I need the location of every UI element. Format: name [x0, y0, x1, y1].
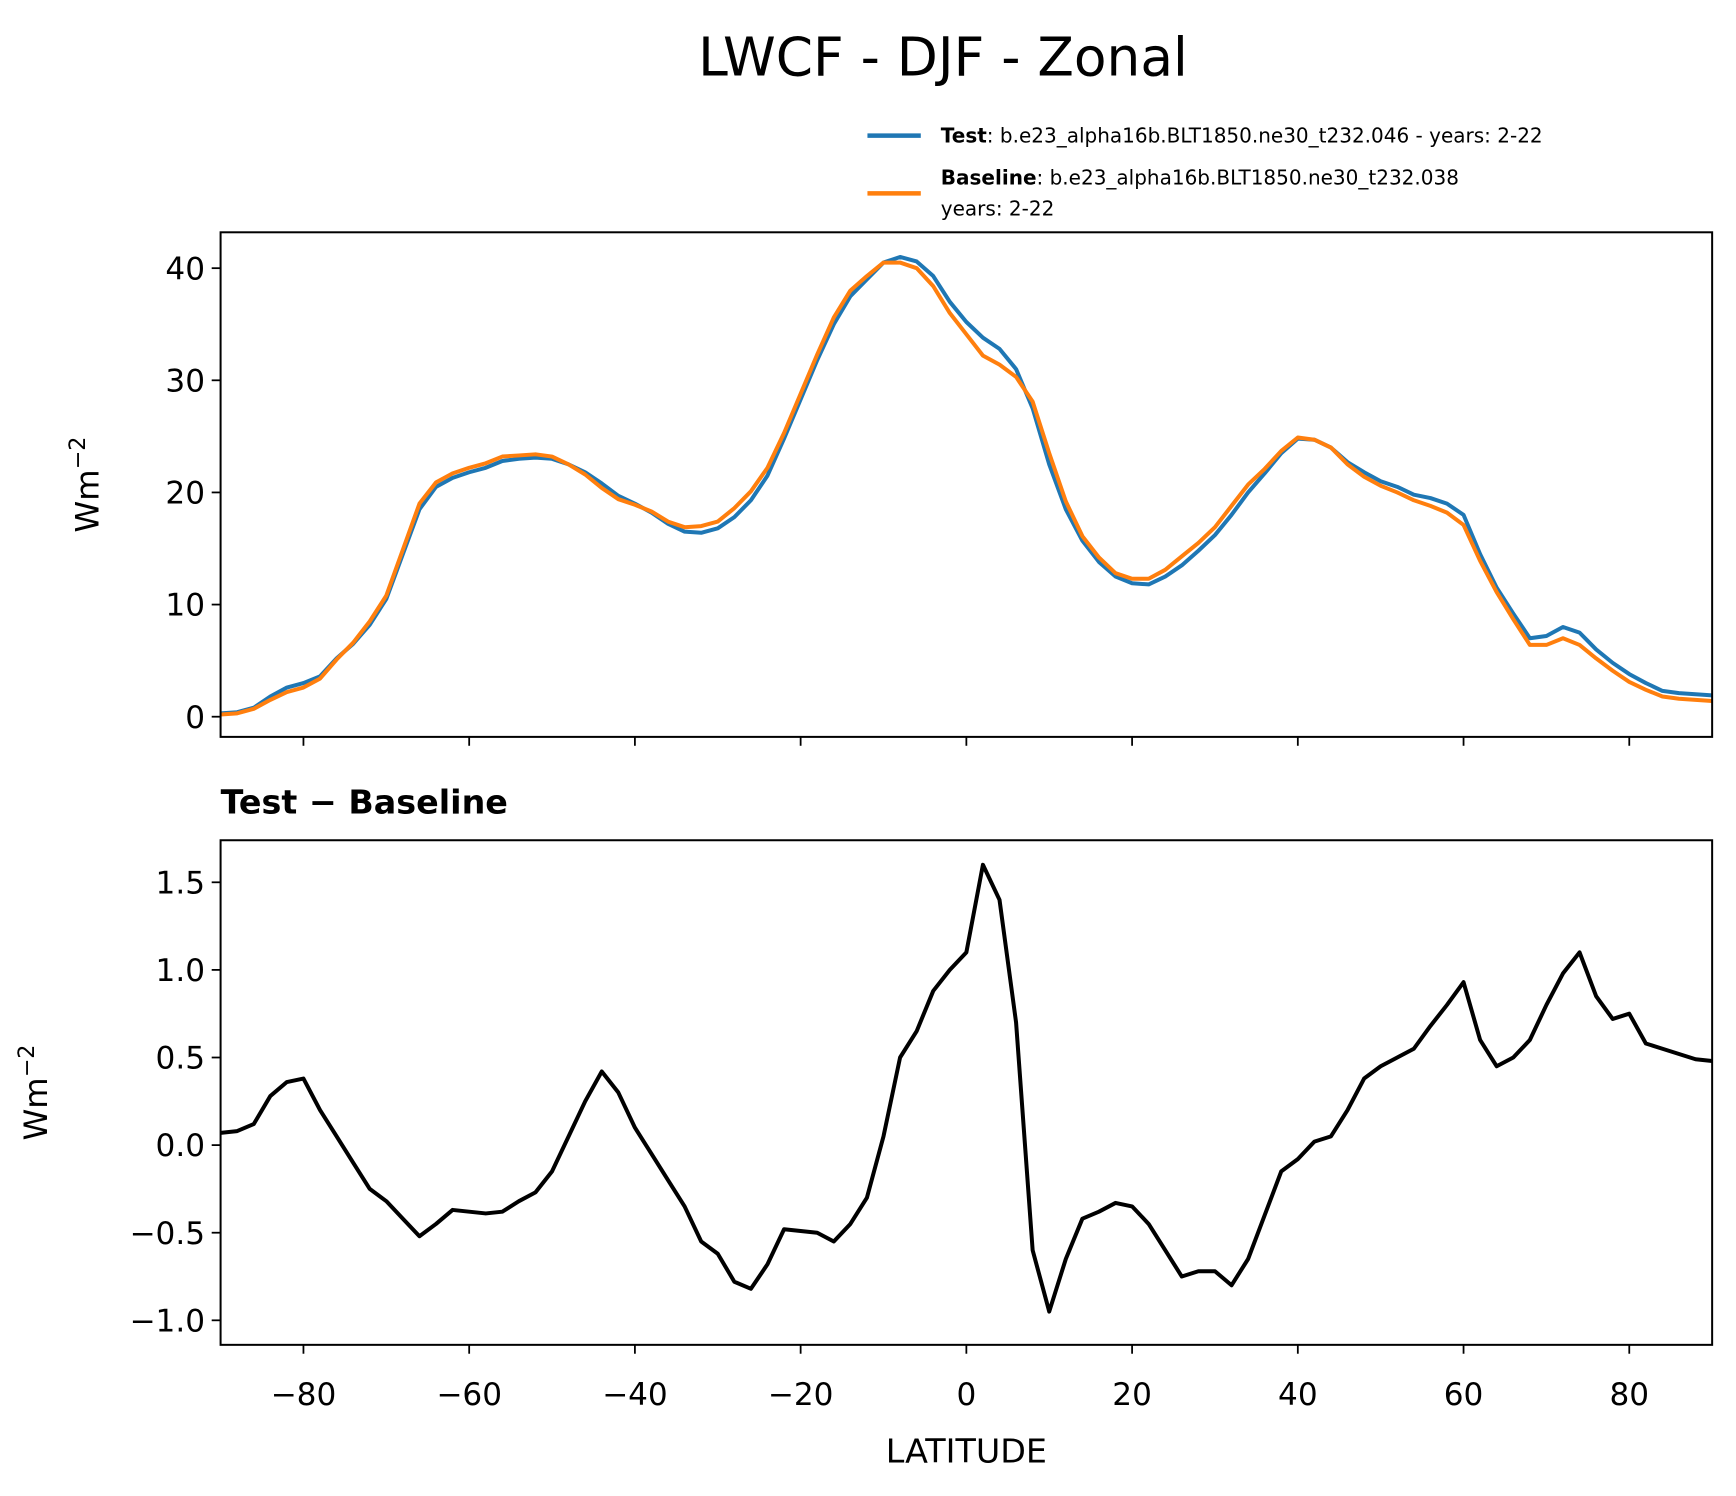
legend-description: years: 2-22 [941, 197, 1055, 221]
y-axis-label: Wm−2 [14, 1045, 55, 1141]
x-tick-label: −80 [271, 1377, 337, 1413]
data-line [220, 254, 1713, 716]
y-tick-label: 30 [165, 363, 205, 399]
y-tick-label: 10 [165, 588, 205, 624]
legend-name: Test [941, 123, 987, 147]
y-tick-label: −0.5 [129, 1216, 205, 1252]
y-tick-label: 1.5 [156, 865, 205, 901]
y-tick-label: 0.5 [156, 1041, 205, 1077]
y-tick-label: 40 [165, 251, 205, 287]
x-axis-label: LATITUDE [886, 1432, 1047, 1471]
y-tick-label: −1.0 [129, 1303, 205, 1339]
figure-title: LWCF - DJF - Zonal [698, 26, 1188, 89]
y-axis-label-superscript: −2 [14, 1045, 40, 1078]
y-axis-label-base: Wm [68, 469, 106, 532]
x-tick-label: 0 [956, 1377, 976, 1413]
legend-entry: Baseline: b.e23_alpha16b.BLT1850.ne30_t2… [941, 165, 1459, 189]
y-tick-label: 0 [185, 700, 205, 736]
legend-description: : b.e23_alpha16b.BLT1850.ne30_t232.046 -… [987, 123, 1543, 147]
y-tick-label: 0.0 [156, 1128, 205, 1164]
x-tick-label: 20 [1112, 1377, 1152, 1413]
x-tick-label: −40 [602, 1377, 668, 1413]
x-tick-label: 80 [1609, 1377, 1649, 1413]
y-tick-label: 20 [165, 476, 205, 512]
axes-frame [219, 839, 1714, 1346]
axes-title: Test − Baseline [221, 783, 508, 822]
y-axis-label: Wm−2 [65, 437, 106, 533]
y-axis-label-superscript: −2 [65, 437, 91, 470]
y-axis-label-base: Wm [17, 1077, 55, 1140]
axes-frame [219, 231, 1714, 738]
legend-name: Baseline [941, 165, 1037, 189]
legend-description: : b.e23_alpha16b.BLT1850.ne30_t232.038 [1037, 165, 1459, 189]
y-tick-label: 1.0 [156, 953, 205, 989]
x-tick-label: −20 [768, 1377, 834, 1413]
data-line [220, 260, 1713, 717]
data-line [220, 862, 1713, 1314]
x-tick-label: 60 [1444, 1377, 1484, 1413]
x-tick-label: −60 [436, 1377, 502, 1413]
x-tick-label: 40 [1278, 1377, 1318, 1413]
legend-entry: Test: b.e23_alpha16b.BLT1850.ne30_t232.0… [941, 123, 1543, 147]
